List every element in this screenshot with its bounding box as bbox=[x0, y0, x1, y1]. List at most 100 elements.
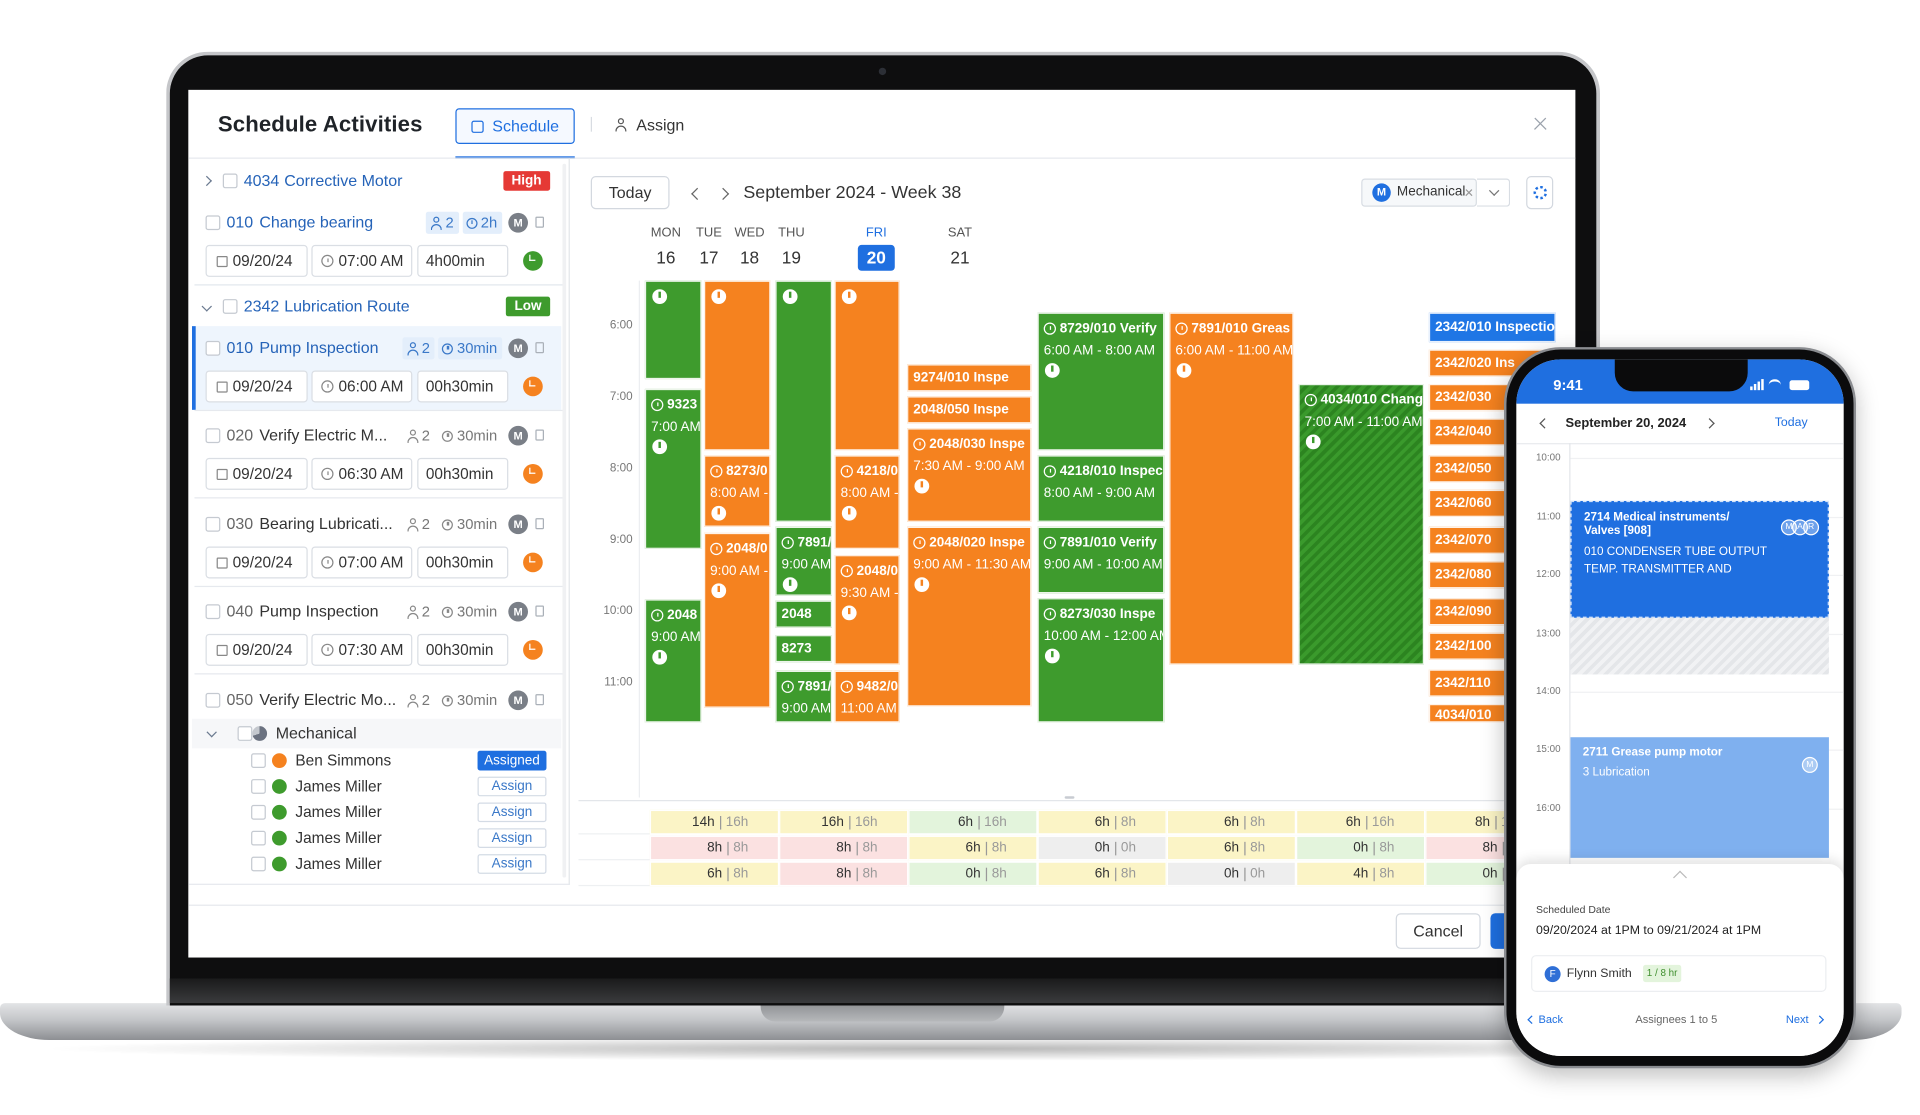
copy-icon[interactable] bbox=[535, 518, 544, 530]
event-block[interactable] bbox=[834, 280, 900, 451]
operation-title[interactable]: 010 Pump Inspection bbox=[226, 337, 378, 359]
phone-event[interactable]: 2714 Medical instruments/ Valves [908] 01… bbox=[1570, 500, 1829, 618]
date-field[interactable]: 09/20/24 bbox=[205, 457, 308, 490]
event-block[interactable]: 2048/030 Inspe 7:30 AM - 9:00 AM bbox=[907, 428, 1032, 522]
operation-title[interactable]: 050 Verify Electric Mo... bbox=[226, 689, 396, 711]
event-block[interactable]: 7891/010 Greas 6:00 AM - 11:00 AM bbox=[1169, 312, 1294, 665]
event-block[interactable] bbox=[775, 280, 832, 522]
checkbox[interactable] bbox=[205, 215, 221, 231]
copy-icon[interactable] bbox=[535, 216, 544, 228]
date-field[interactable]: 09/20/24 bbox=[205, 370, 308, 403]
operation-name: Verify Electric Mo... bbox=[259, 690, 397, 709]
event-block[interactable]: 7891/010 Verify 9:00 AM - 10:00 AM bbox=[1037, 526, 1165, 594]
event-block[interactable]: 8729/010 Verify 6:00 AM - 8:00 AM bbox=[1037, 312, 1165, 451]
copy-icon[interactable] bbox=[535, 429, 544, 441]
length-field[interactable]: 00h30min bbox=[417, 370, 509, 403]
clock-icon bbox=[651, 398, 664, 412]
assign-button[interactable]: Assign bbox=[477, 802, 547, 823]
today-button[interactable]: Today bbox=[590, 175, 670, 210]
checkbox[interactable] bbox=[251, 779, 266, 794]
filter-dropdown[interactable] bbox=[1476, 178, 1511, 207]
phone-hour: 11:00 bbox=[1536, 510, 1561, 522]
date-field[interactable]: 09/20/24 bbox=[205, 546, 308, 579]
next-link[interactable]: Next bbox=[1785, 1012, 1809, 1026]
checkbox[interactable] bbox=[237, 726, 253, 741]
checkbox[interactable] bbox=[205, 428, 221, 444]
checkbox[interactable] bbox=[222, 173, 238, 189]
event-block[interactable]: 2048 bbox=[775, 600, 832, 628]
event-block[interactable]: 8273/030 Inspe 10:00 AM - 12:00 AM bbox=[1037, 598, 1165, 723]
event-block[interactable] bbox=[644, 280, 702, 380]
date-field[interactable]: 09/20/24 bbox=[205, 633, 308, 666]
event-block[interactable]: 9482/0 11:00 AM bbox=[834, 670, 900, 723]
operation-title[interactable]: 010 Change bearing bbox=[226, 212, 373, 234]
event-block[interactable]: 4218/0 8:00 AM - bbox=[834, 455, 900, 549]
settings-button[interactable] bbox=[1526, 175, 1554, 210]
checkbox[interactable] bbox=[251, 856, 266, 872]
event-block[interactable]: 4218/010 Inspec 8:00 AM - 9:00 AM bbox=[1037, 455, 1165, 522]
event-block[interactable]: 2048/0 9:00 AM - bbox=[703, 532, 771, 708]
assign-tab[interactable]: Assign bbox=[636, 115, 685, 135]
event-block[interactable]: 7891/9:00 AM bbox=[775, 670, 832, 723]
operation-title[interactable]: 040 Pump Inspection bbox=[226, 601, 378, 623]
work-order-title[interactable]: 4034 Corrective Motor bbox=[244, 170, 403, 192]
time-field[interactable]: 07:00 AM bbox=[311, 546, 413, 579]
length-field[interactable]: 4h00min bbox=[417, 244, 509, 277]
phone-event-title: 2711 Grease pump motor bbox=[1582, 745, 1723, 760]
date-field[interactable]: 09/20/24 bbox=[205, 244, 308, 277]
time-field[interactable]: 06:30 AM bbox=[311, 457, 413, 490]
length-field[interactable]: 00h30min bbox=[417, 457, 509, 490]
event-block[interactable]: 9274/010 Inspe bbox=[907, 364, 1032, 392]
clock-icon bbox=[1043, 465, 1056, 478]
time-field[interactable]: 07:00 AM bbox=[311, 244, 413, 277]
cancel-button[interactable]: Cancel bbox=[1395, 913, 1481, 949]
assign-button[interactable]: Assign bbox=[477, 828, 547, 848]
checkbox[interactable] bbox=[205, 604, 221, 620]
back-link[interactable]: Back bbox=[1538, 1012, 1564, 1026]
clock-hand bbox=[1049, 468, 1051, 472]
checkbox[interactable] bbox=[205, 516, 221, 532]
event-block[interactable]: 2342/010 Inspectio bbox=[1428, 312, 1556, 343]
event-block[interactable]: 8273/0 8:00 AM - bbox=[703, 455, 771, 527]
event-block[interactable]: 9323 7:00 AM bbox=[644, 388, 702, 549]
length-field[interactable]: 00h30min bbox=[417, 633, 509, 666]
checkbox[interactable] bbox=[251, 804, 266, 820]
event-block[interactable]: 7891/9:00 AM bbox=[775, 526, 832, 596]
capacity-cell: 6h 8h bbox=[1166, 809, 1296, 835]
checkbox[interactable] bbox=[205, 340, 221, 356]
event-block[interactable]: 2048/050 Inspe bbox=[907, 396, 1032, 424]
event-block[interactable]: 8273 bbox=[775, 635, 832, 663]
copy-icon[interactable] bbox=[535, 605, 544, 617]
crew-count: 2 bbox=[421, 427, 430, 445]
event-block[interactable]: 2048/020 Inspe 9:00 AM - 11:30 AM bbox=[907, 526, 1032, 707]
event-block[interactable]: 2048/0 9:30 AM - bbox=[834, 555, 900, 665]
event-block[interactable] bbox=[703, 280, 771, 451]
signal-bar bbox=[1761, 379, 1764, 391]
divider bbox=[188, 904, 1576, 906]
assignee-avatar: F bbox=[1544, 966, 1561, 983]
operation-title[interactable]: 030 Bearing Lubricati... bbox=[226, 513, 392, 535]
copy-icon[interactable] bbox=[535, 694, 544, 706]
length-field[interactable]: 00h30min bbox=[417, 546, 509, 579]
work-order-title[interactable]: 2342 Lubrication Route bbox=[244, 295, 410, 317]
checkbox[interactable] bbox=[205, 692, 221, 708]
assign-button[interactable]: Assign bbox=[477, 854, 547, 874]
assign-button[interactable]: Assigned bbox=[477, 750, 547, 771]
operation-title[interactable]: 020 Verify Electric M... bbox=[226, 425, 387, 447]
assign-button[interactable]: Assign bbox=[477, 776, 547, 797]
event-block[interactable]: 4034/010 Change B 7:00 AM - 11:00 AM bbox=[1298, 383, 1424, 665]
checkbox[interactable] bbox=[222, 299, 238, 314]
phone-today[interactable]: Today bbox=[1774, 415, 1808, 430]
phone-event[interactable]: 2711 Grease pump motor 3 Lubrication M bbox=[1570, 737, 1829, 858]
filter-chip[interactable]: M Mechanical bbox=[1361, 178, 1477, 207]
checkbox[interactable] bbox=[251, 830, 266, 846]
checkbox[interactable] bbox=[251, 753, 266, 768]
date-field-text: 09/20/24 bbox=[232, 465, 293, 483]
assignee-card[interactable]: F Flynn Smith 1 / 8 hr bbox=[1531, 955, 1827, 992]
schedule-tab[interactable]: Schedule bbox=[455, 108, 575, 144]
event-block[interactable]: 2048 9:00 AM bbox=[644, 599, 702, 723]
copy-icon[interactable] bbox=[535, 342, 544, 354]
time-field[interactable]: 06:00 AM bbox=[311, 370, 413, 403]
time-field[interactable]: 07:30 AM bbox=[311, 633, 413, 666]
clock-icon bbox=[913, 536, 926, 549]
